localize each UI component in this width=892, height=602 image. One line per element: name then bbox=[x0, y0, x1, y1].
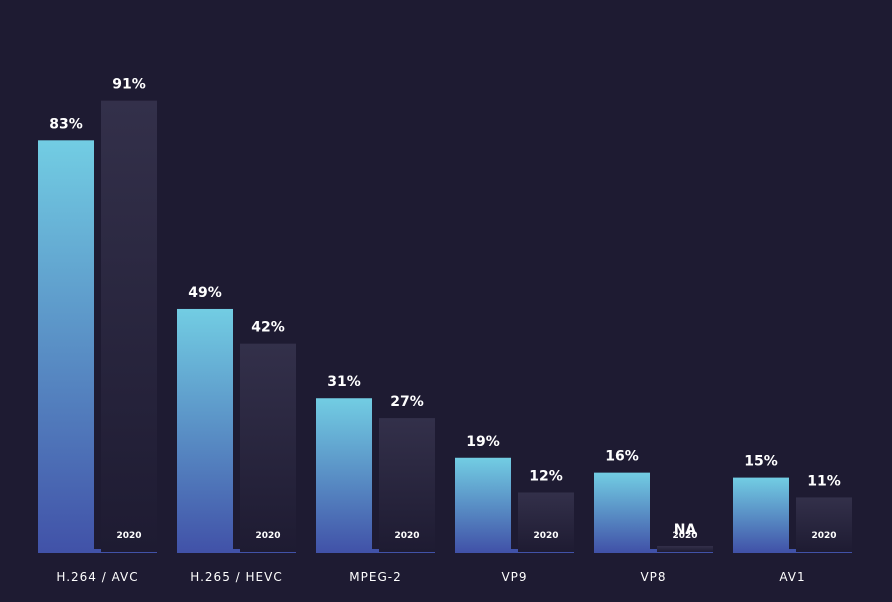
year-label: 2020 bbox=[394, 531, 419, 541]
category-label: H.264 / AVC bbox=[56, 570, 138, 584]
category-label: H.265 / HEVC bbox=[190, 570, 282, 584]
baseline bbox=[177, 549, 296, 553]
bar-2020 bbox=[379, 418, 435, 552]
year-label: 2020 bbox=[116, 531, 141, 541]
bars bbox=[38, 100, 852, 552]
year-label: 2020 bbox=[672, 531, 697, 541]
bar-current bbox=[733, 477, 789, 552]
bar-2020 bbox=[796, 497, 852, 552]
value-label-2020: NA bbox=[674, 522, 697, 538]
value-label: 49% bbox=[188, 285, 222, 301]
bar-current bbox=[177, 308, 233, 552]
category-label: VP8 bbox=[640, 570, 666, 584]
bar-2020 bbox=[101, 100, 157, 552]
value-label: 31% bbox=[327, 374, 361, 390]
value-label: 83% bbox=[49, 116, 83, 132]
value-label-2020: 91% bbox=[112, 77, 146, 93]
category-label: MPEG-2 bbox=[349, 570, 401, 584]
bar-2020 bbox=[657, 546, 713, 552]
bar-current bbox=[594, 472, 650, 552]
baseline bbox=[594, 549, 713, 553]
baselines bbox=[38, 549, 852, 553]
value-label-2020: 12% bbox=[529, 468, 563, 484]
bar-current bbox=[38, 140, 94, 552]
category-label: AV1 bbox=[779, 570, 805, 584]
value-label: 16% bbox=[605, 449, 639, 465]
bar-2020 bbox=[518, 492, 574, 552]
category-label: VP9 bbox=[501, 570, 527, 584]
baseline bbox=[38, 549, 157, 553]
year-label: 2020 bbox=[255, 531, 280, 541]
bar-current bbox=[316, 398, 372, 552]
value-label: 15% bbox=[744, 454, 778, 470]
baseline bbox=[455, 549, 574, 553]
year-label: 2020 bbox=[811, 531, 836, 541]
value-label-2020: 11% bbox=[807, 473, 841, 489]
year-label: 2020 bbox=[533, 531, 558, 541]
baseline bbox=[733, 549, 852, 553]
bar-2020 bbox=[240, 343, 296, 552]
value-label: 19% bbox=[466, 434, 500, 450]
baseline bbox=[316, 549, 435, 553]
value-label-2020: 42% bbox=[251, 320, 285, 336]
labels: 83% 91% 2020 H.264 / AVC 49% 42% 2020 H.265 / H… bbox=[49, 77, 841, 584]
value-label-2020: 27% bbox=[390, 394, 424, 410]
bar-current bbox=[455, 457, 511, 552]
